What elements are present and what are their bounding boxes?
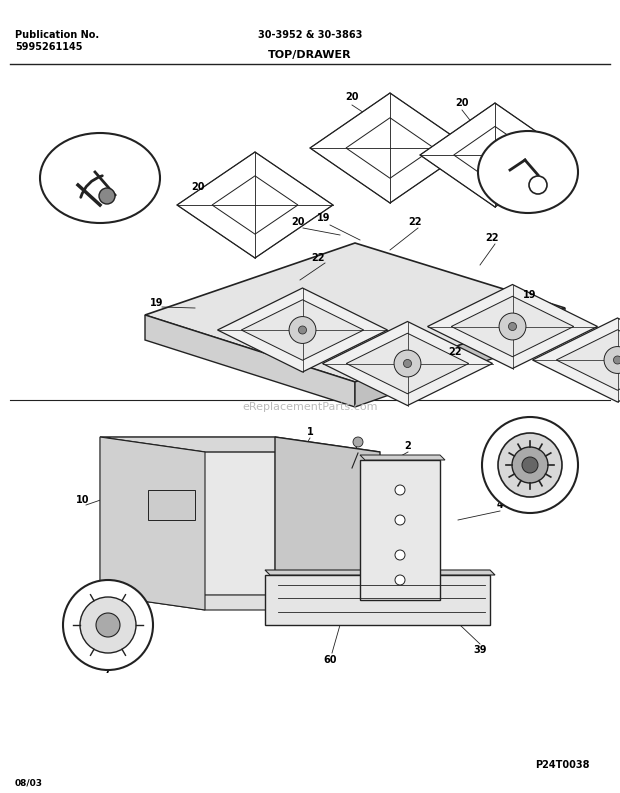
Polygon shape xyxy=(100,437,205,610)
Ellipse shape xyxy=(40,133,160,223)
Circle shape xyxy=(499,313,526,340)
Polygon shape xyxy=(533,318,620,402)
Text: 2: 2 xyxy=(405,441,412,451)
Circle shape xyxy=(395,550,405,560)
Circle shape xyxy=(395,575,405,585)
Polygon shape xyxy=(265,575,490,625)
Text: 22: 22 xyxy=(311,253,325,263)
Text: 22: 22 xyxy=(408,217,422,227)
Circle shape xyxy=(353,437,363,447)
Circle shape xyxy=(512,447,548,483)
Polygon shape xyxy=(275,437,380,610)
Polygon shape xyxy=(347,333,469,394)
Polygon shape xyxy=(451,297,574,357)
Text: 7: 7 xyxy=(105,665,112,675)
Text: 30-3952 & 30-3863: 30-3952 & 30-3863 xyxy=(258,30,362,40)
Circle shape xyxy=(395,515,405,525)
Circle shape xyxy=(289,316,316,343)
Polygon shape xyxy=(428,285,598,369)
Text: Publication No.: Publication No. xyxy=(15,30,99,40)
Text: 16: 16 xyxy=(512,158,525,167)
Polygon shape xyxy=(212,176,298,234)
Circle shape xyxy=(63,580,153,670)
Circle shape xyxy=(482,417,578,513)
Polygon shape xyxy=(145,315,355,407)
Text: 39: 39 xyxy=(473,645,487,655)
Text: 19: 19 xyxy=(523,290,537,300)
Circle shape xyxy=(394,350,421,377)
Circle shape xyxy=(99,188,115,204)
Text: 19: 19 xyxy=(150,298,164,308)
Polygon shape xyxy=(420,103,570,207)
Text: 20: 20 xyxy=(191,182,205,192)
Circle shape xyxy=(522,457,538,473)
Text: 4: 4 xyxy=(497,500,503,510)
Circle shape xyxy=(395,485,405,495)
Text: 20: 20 xyxy=(345,92,359,102)
Circle shape xyxy=(498,433,562,497)
Text: P24T0038: P24T0038 xyxy=(535,760,590,770)
Text: eReplacementParts.com: eReplacementParts.com xyxy=(242,402,378,412)
Text: TOP/DRAWER: TOP/DRAWER xyxy=(268,50,352,60)
Text: 08/03: 08/03 xyxy=(15,778,43,787)
Polygon shape xyxy=(148,490,195,520)
Polygon shape xyxy=(218,288,388,372)
Polygon shape xyxy=(556,330,620,390)
Polygon shape xyxy=(360,460,440,600)
Text: 19: 19 xyxy=(317,213,330,223)
Circle shape xyxy=(529,176,547,194)
Polygon shape xyxy=(100,595,380,610)
Circle shape xyxy=(404,359,412,367)
Polygon shape xyxy=(265,570,495,575)
Circle shape xyxy=(613,356,620,364)
Polygon shape xyxy=(100,437,275,595)
Text: 22: 22 xyxy=(448,347,462,357)
Polygon shape xyxy=(322,321,492,405)
Text: 60: 60 xyxy=(323,655,337,665)
Text: 5: 5 xyxy=(552,443,559,453)
Text: 20: 20 xyxy=(455,98,469,108)
Polygon shape xyxy=(241,300,364,360)
Polygon shape xyxy=(145,243,565,382)
Polygon shape xyxy=(355,308,565,407)
Text: 10: 10 xyxy=(76,495,90,505)
Circle shape xyxy=(96,613,120,637)
Ellipse shape xyxy=(478,131,578,213)
Text: 1: 1 xyxy=(307,427,313,437)
Text: 18A: 18A xyxy=(118,163,138,172)
Polygon shape xyxy=(360,455,445,460)
Circle shape xyxy=(80,597,136,653)
Polygon shape xyxy=(100,437,380,452)
Polygon shape xyxy=(346,117,434,178)
Polygon shape xyxy=(454,126,536,184)
Circle shape xyxy=(604,347,620,374)
Polygon shape xyxy=(177,152,333,258)
Text: 22: 22 xyxy=(485,233,498,243)
Text: 5995261145: 5995261145 xyxy=(15,42,82,52)
Polygon shape xyxy=(310,93,470,203)
Circle shape xyxy=(298,326,306,334)
Circle shape xyxy=(508,323,516,331)
Text: 20: 20 xyxy=(291,217,305,227)
